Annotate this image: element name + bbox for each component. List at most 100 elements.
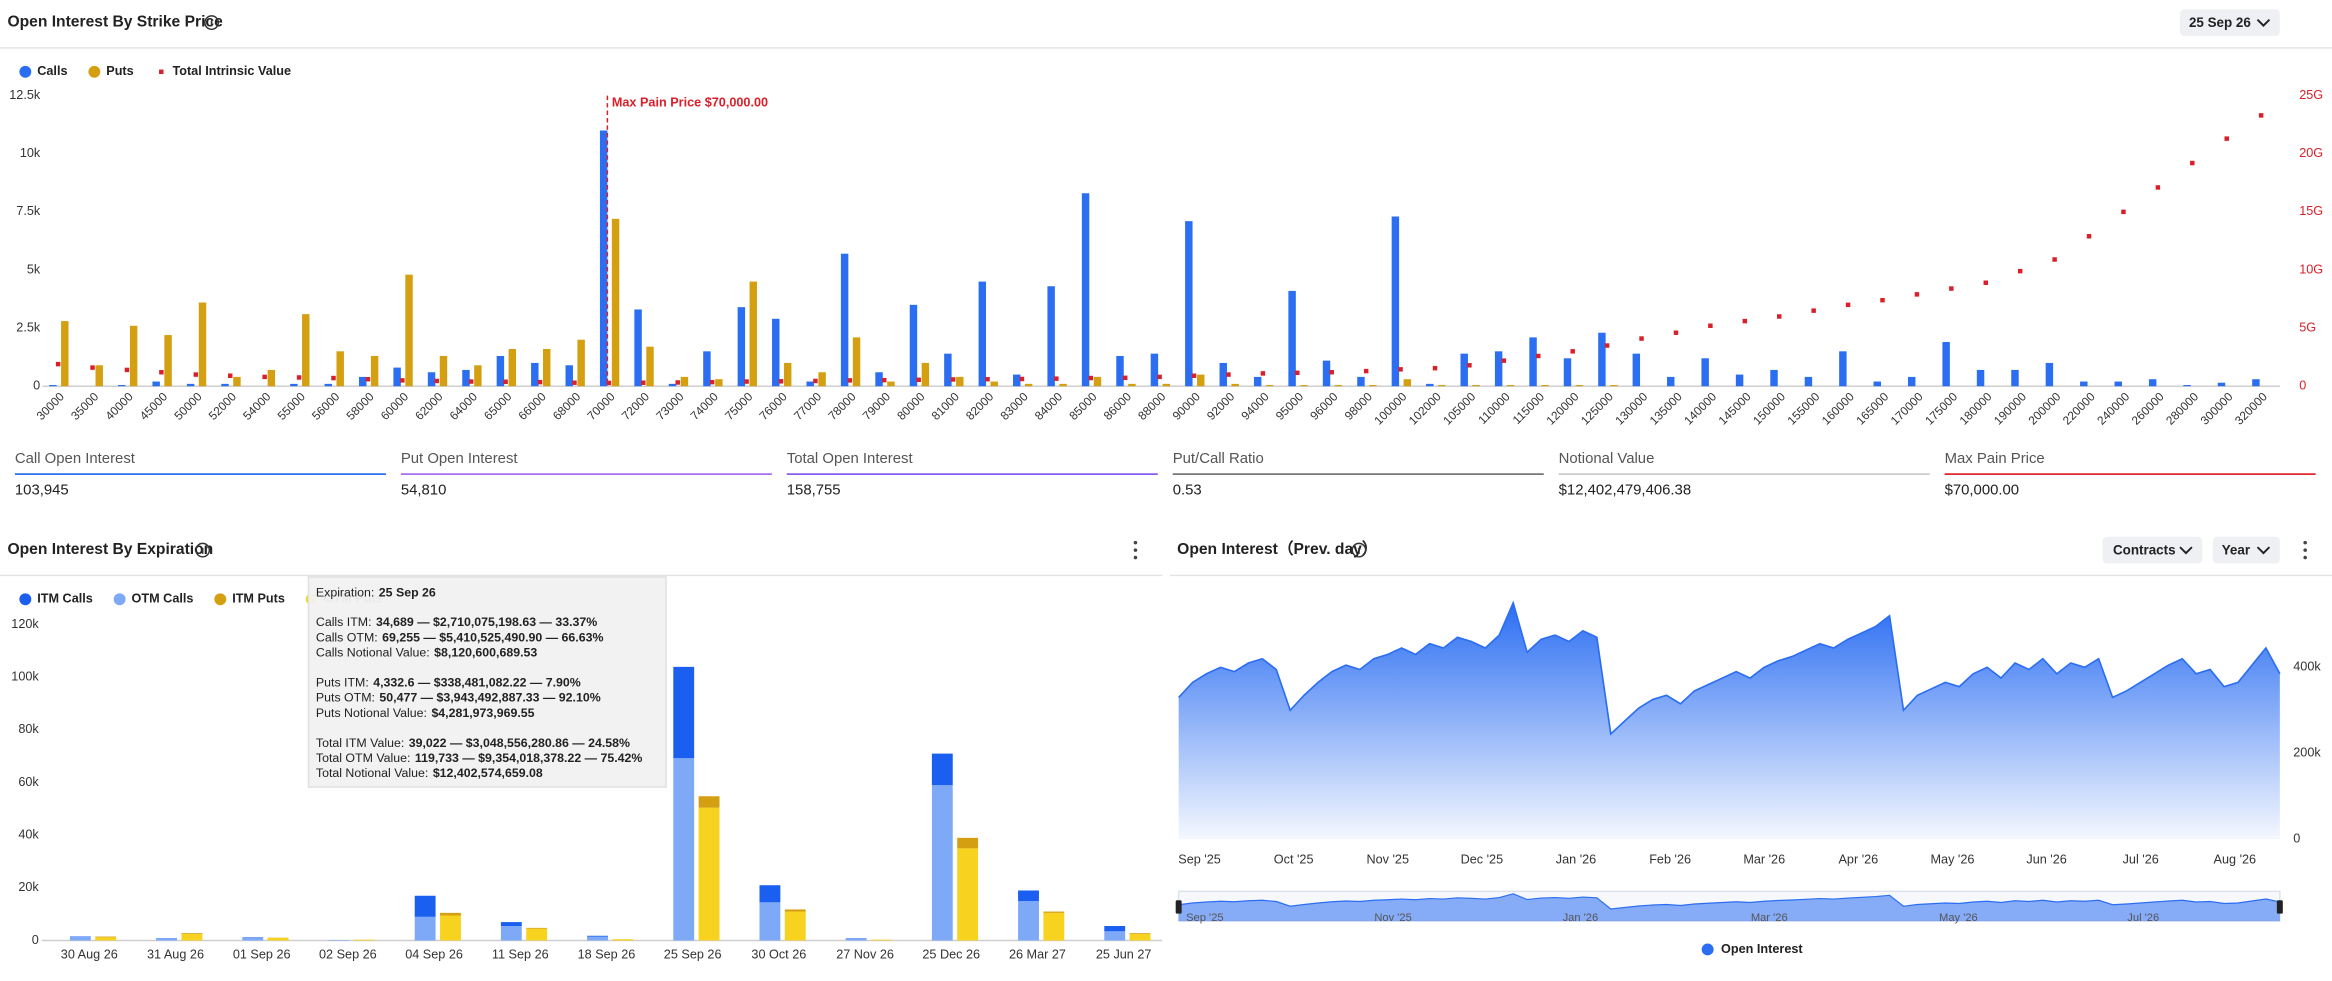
- bar: [370, 355, 379, 387]
- x-tick-label: 62000: [412, 389, 446, 423]
- intrinsic-point: [1776, 314, 1782, 319]
- section-title: Open Interest（Prev. day）: [1177, 540, 1377, 558]
- intrinsic-point: [262, 374, 267, 380]
- intrinsic-point: [537, 379, 543, 385]
- x-tick-label: 280000: [2163, 389, 2201, 427]
- tooltip-line: Puts ITM: 4,332.6 — $338,481,082.22 — 7.9…: [316, 676, 581, 690]
- stacked-bar: [95, 937, 117, 941]
- x-tick-label: 125000: [1578, 389, 1616, 427]
- bar: [1334, 385, 1343, 387]
- units-button[interactable]: [2102, 536, 2203, 564]
- x-tick-label: 140000: [1681, 389, 1719, 427]
- tooltip-key: Puts Notional Value:: [316, 706, 427, 720]
- stacked-bar: [414, 916, 436, 941]
- x-tick-label: 155000: [1784, 389, 1822, 427]
- x-tick-label: 25 Dec 26: [922, 948, 980, 962]
- intrinsic-point: [2155, 185, 2161, 190]
- range-button[interactable]: [2212, 536, 2280, 564]
- navigator-handle[interactable]: [2276, 900, 2283, 914]
- stacked-bar: [845, 938, 867, 941]
- tooltip-line: Calls OTM: 69,255 — $5,410,525,490.90 — 6…: [316, 631, 604, 645]
- tooltip-line: Puts OTM: 50,477 — $3,943,492,887.33 — 92…: [316, 691, 601, 705]
- bar: [1059, 383, 1067, 387]
- x-tick-label: Jul '26: [2123, 852, 2159, 866]
- x-tick-label: 81000: [929, 389, 963, 423]
- x-tick-label: 35000: [68, 389, 102, 423]
- x-tick-label: 220000: [2060, 389, 2098, 427]
- intrinsic-point: [1604, 343, 1610, 348]
- tooltip-key: Total OTM Value:: [316, 751, 411, 765]
- chevron: [2179, 546, 2193, 555]
- tooltip-value: 4,332.6 — $338,481,082.22 — 7.90%: [373, 676, 581, 690]
- info-icon[interactable]: [204, 15, 220, 31]
- info-icon[interactable]: [195, 542, 211, 558]
- x-tick-label: 72000: [619, 389, 653, 423]
- range-button-label: Year: [2222, 542, 2251, 557]
- bar: [1701, 358, 1709, 387]
- x-tick-label: Nov '25: [1366, 852, 1409, 866]
- stacked-bar: [440, 915, 461, 941]
- bar: [852, 337, 861, 387]
- bar: [1575, 385, 1584, 387]
- stacked-bar: [500, 926, 522, 941]
- dot: [2303, 555, 2307, 560]
- intrinsic-point: [90, 365, 95, 370]
- stacked-bar: [181, 933, 203, 941]
- x-tick-label: 86000: [1101, 389, 1135, 423]
- info-icon[interactable]: [1351, 542, 1367, 558]
- tooltip-key: Puts OTM:: [316, 691, 375, 705]
- bar: [1529, 337, 1537, 387]
- bar: [909, 304, 918, 387]
- x-tick-label: 260000: [2129, 389, 2167, 427]
- tooltip-line: Expiration: 25 Sep 26: [316, 586, 436, 600]
- y-tick-label: 12.5k: [9, 88, 41, 102]
- stat-label: Notional Value: [1559, 451, 1655, 467]
- x-tick-label: 78000: [825, 389, 859, 423]
- stat-label: Call Open Interest: [15, 451, 136, 467]
- tooltip-line: Calls Notional Value: $8,120,600,689.53: [316, 646, 538, 660]
- tooltip: [307, 576, 667, 788]
- bar: [49, 385, 57, 387]
- stacked-bar: [69, 936, 91, 941]
- x-tick-label: 65000: [481, 389, 515, 423]
- bar: [1231, 383, 1239, 387]
- x-tick-label: 94000: [1238, 389, 1272, 423]
- menu-button[interactable]: [1133, 540, 1138, 560]
- tooltip-value: 39,022 — $3,048,556,280.86 — 24.58%: [409, 736, 630, 750]
- x-tick-label: 55000: [275, 389, 309, 423]
- intrinsic-point: [572, 380, 577, 385]
- tooltip-line: Total ITM Value: 39,022 — $3,048,556,280.…: [316, 736, 630, 750]
- x-tick-label: Aug '26: [2214, 852, 2257, 866]
- bar: [668, 383, 677, 387]
- expiry-button[interactable]: [2180, 9, 2280, 37]
- intrinsic-point: [1880, 297, 1885, 303]
- intrinsic-point: [1363, 368, 1369, 374]
- x-tick-label: 40000: [102, 389, 136, 423]
- x-tick-label: 18 Sep 26: [578, 948, 636, 962]
- tooltip-value: $4,281,973,969.55: [431, 706, 534, 720]
- navigator-handle[interactable]: [1175, 900, 1182, 914]
- bar: [978, 281, 987, 387]
- x-tick-label: 145000: [1716, 389, 1754, 427]
- x-tick-label: 110000: [1475, 389, 1513, 427]
- x-tick-label: 25 Sep 26: [664, 948, 722, 962]
- bar: [2252, 379, 2260, 387]
- dot: [2303, 540, 2307, 545]
- tooltip-value: 50,477 — $3,943,492,887.33 — 92.10%: [379, 691, 600, 705]
- intrinsic-point: [1398, 367, 1403, 372]
- bar: [302, 314, 310, 387]
- tooltip-key: Calls Notional Value:: [316, 646, 430, 660]
- x-tick-label: 01 Sep 26: [233, 948, 291, 962]
- intrinsic-point: [882, 377, 887, 383]
- bar: [198, 302, 207, 387]
- bar: [1873, 381, 1882, 387]
- tooltip-value: 119,733 — $9,354,018,378.22 — 75.42%: [415, 751, 642, 765]
- menu-button[interactable]: [2303, 540, 2307, 560]
- x-tick-label: Jan '26: [1556, 852, 1596, 866]
- tooltip-line: Total OTM Value: 119,733 — $9,354,018,378…: [316, 751, 643, 765]
- y-tick-label: 60k: [18, 775, 39, 789]
- bar: [1357, 376, 1365, 387]
- bar: [944, 353, 952, 387]
